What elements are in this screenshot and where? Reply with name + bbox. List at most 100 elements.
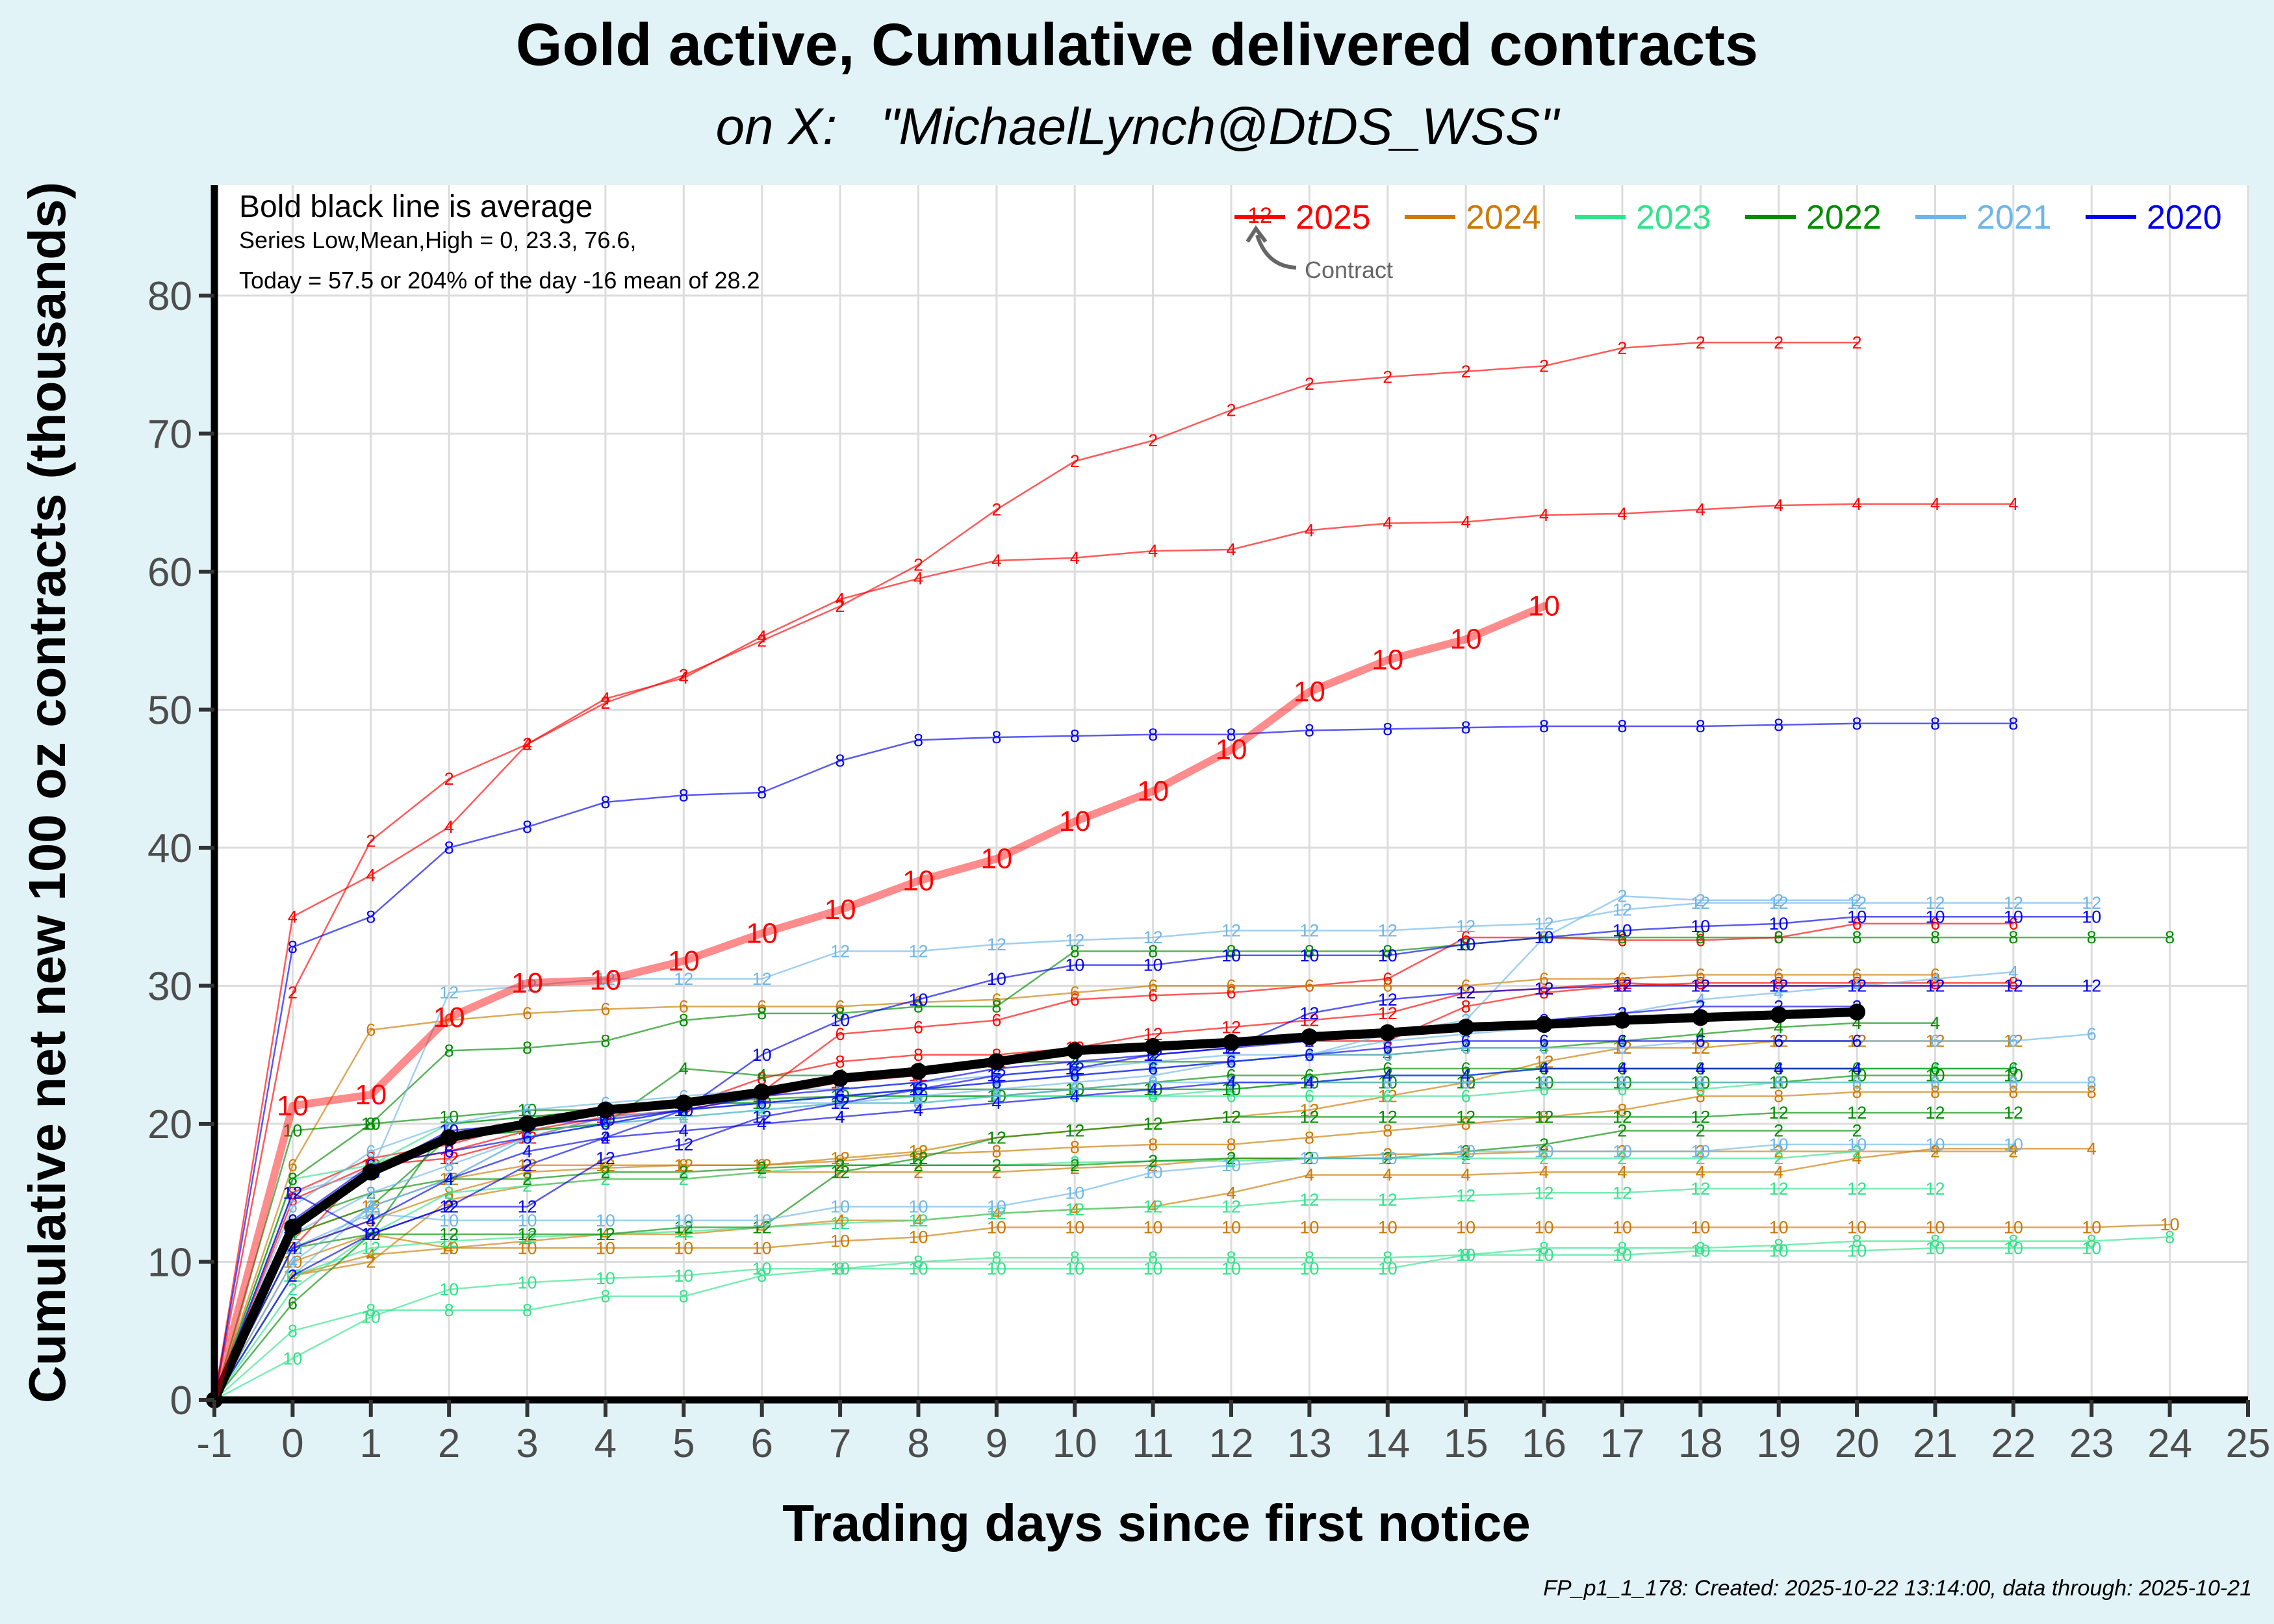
point-label: 2 xyxy=(1617,1121,1627,1141)
point-label: 6 xyxy=(522,1004,532,1023)
point-label: 6 xyxy=(1930,1059,1940,1078)
point-label: 8 xyxy=(1148,1248,1158,1267)
point-label: 8 xyxy=(1696,973,1706,993)
point-label: 10 xyxy=(1613,1245,1632,1265)
point-label: 8 xyxy=(2087,1072,2097,1092)
point-label: 6 xyxy=(1383,969,1392,989)
point-label: 10 xyxy=(830,1011,850,1030)
point-label: 4 xyxy=(1696,500,1706,519)
point-label: 8 xyxy=(1696,717,1706,736)
series-line xyxy=(211,602,1548,1404)
point-label: 12 xyxy=(1299,921,1319,941)
point-label: 10 xyxy=(1221,946,1241,965)
point-label: 8 xyxy=(991,728,1001,747)
point-label: 6 xyxy=(1617,1032,1627,1051)
point-label: 2 xyxy=(1383,367,1392,387)
x-tick-label: 16 xyxy=(1522,1421,1566,1466)
point-label: 4 xyxy=(913,569,923,589)
point-label: 4 xyxy=(913,1100,923,1120)
point-label: 10 xyxy=(1691,1142,1710,1161)
point-label: 10 xyxy=(987,969,1006,989)
point-label: 8 xyxy=(444,1156,454,1175)
average-point xyxy=(1770,1006,1787,1024)
point-label: 2 xyxy=(991,1156,1001,1175)
point-label: 12 xyxy=(596,1224,615,1244)
point-label: 2 xyxy=(1696,1121,1706,1141)
point-label: 6 xyxy=(1461,1038,1471,1058)
point-label: 10 xyxy=(674,1211,693,1230)
point-label: 12 xyxy=(752,1107,772,1126)
point-label: 8 xyxy=(1070,941,1080,961)
point-label: 6 xyxy=(2008,914,2018,933)
point-label: 12 xyxy=(1691,1107,1710,1126)
point-label: 2 xyxy=(913,1087,923,1106)
point-label: 2 xyxy=(444,769,454,789)
point-label: 6 xyxy=(1148,1059,1158,1078)
point-label: 4 xyxy=(757,627,767,646)
point-label: 8 xyxy=(1148,1072,1158,1092)
point-label: 6 xyxy=(1305,1045,1314,1065)
point-label: 12 xyxy=(830,1093,850,1113)
legend-label: 2025 xyxy=(1296,199,1371,236)
axes: -1 0 1 2 3 4 5 6 7 8 9 10 11 12 13 14 15 16 17 18 19 20 21 22 23… xyxy=(147,185,2270,1466)
point-label: 6 xyxy=(1070,1066,1080,1085)
point-label: 12 xyxy=(1691,1179,1710,1199)
x-tick-label: 7 xyxy=(829,1421,851,1466)
point-label: 2 xyxy=(1774,891,1783,910)
point-label: 10 xyxy=(283,1121,302,1141)
point-label: 10 xyxy=(752,1259,772,1278)
point-label: 12 xyxy=(752,969,772,989)
point-label: 10 xyxy=(1847,1135,1867,1154)
point-label: 12 xyxy=(1378,1190,1398,1210)
point-label: 8 xyxy=(2087,1082,2097,1102)
point-label: 12 xyxy=(283,1183,302,1202)
point-label: 8 xyxy=(600,1032,610,1051)
point-label: 10 xyxy=(1143,1259,1163,1278)
series-line xyxy=(213,922,2015,1401)
point-label: 2 xyxy=(679,1162,689,1182)
point-label: 12 xyxy=(1925,893,1945,913)
point-label: 12 xyxy=(1221,1017,1241,1037)
footer-note: FP_p1_1_178: Created: 2025-10-22 13:14:0… xyxy=(1543,1576,2252,1601)
y-tick-label: 0 xyxy=(170,1378,192,1423)
point-label: 4 xyxy=(1774,1059,1783,1078)
point-label: 12 xyxy=(1769,1103,1789,1123)
point-label: 8 xyxy=(1852,1072,1862,1092)
point-label: 4 xyxy=(1930,1013,1940,1033)
point-label: 6 xyxy=(836,1024,845,1044)
point-label: 6 xyxy=(1461,1059,1471,1078)
point-label: 8 xyxy=(757,1004,767,1023)
point-label: 4 xyxy=(1774,983,1783,1002)
point-label: 8 xyxy=(1461,996,1471,1016)
point-label: 2 xyxy=(1617,886,1627,906)
point-label: 10 xyxy=(1535,928,1554,947)
point-label: 6 xyxy=(1461,928,1471,947)
point-label: 10 xyxy=(1299,1217,1319,1237)
point-label: 8 xyxy=(913,1093,923,1113)
average-point xyxy=(1223,1034,1240,1051)
annotation-text: Contract xyxy=(1305,257,1393,283)
point-label: 4 xyxy=(1617,1059,1627,1078)
point-label: 4 xyxy=(366,1197,376,1217)
point-label: 12 xyxy=(1378,1107,1398,1126)
point-label: 2 xyxy=(1774,1142,1783,1161)
point-label: 2 xyxy=(1539,356,1549,375)
point-label: 10 xyxy=(674,1266,693,1286)
point-label: 4 xyxy=(600,689,610,709)
average-point xyxy=(753,1084,771,1101)
point-label: 10 xyxy=(1613,1142,1632,1161)
point-label: 10 xyxy=(1925,907,1945,926)
point-label: 2 xyxy=(1852,891,1862,910)
point-label: 12 xyxy=(596,969,615,989)
point-label: 12 xyxy=(1535,1107,1554,1126)
point-label: 10 xyxy=(518,1273,537,1292)
point-label: 10 xyxy=(1299,1148,1319,1168)
point-label: 12 xyxy=(1378,990,1398,1009)
x-tick-label: 0 xyxy=(281,1421,303,1466)
point-label: 6 xyxy=(1461,1087,1471,1106)
legend-item-2020: 2020 xyxy=(2086,199,2222,236)
point-label: 8 xyxy=(913,996,923,1016)
